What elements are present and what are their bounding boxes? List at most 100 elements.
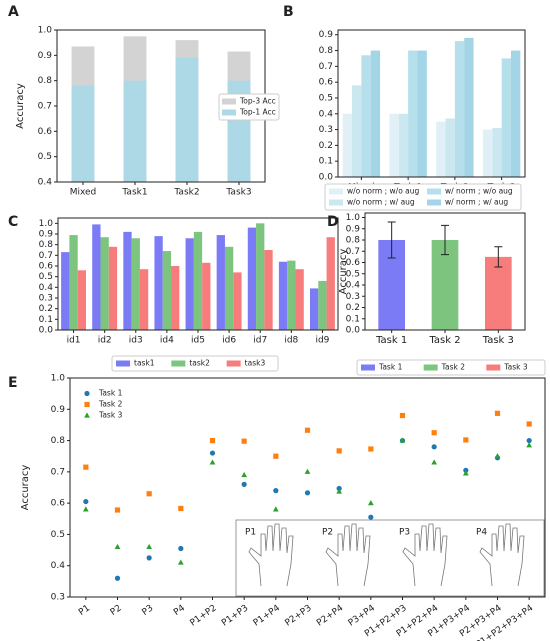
panel: B0.00.10.20.30.40.50.60.70.80.9MixedTask… bbox=[283, 4, 526, 211]
legend-label: Top-3 Acc bbox=[239, 97, 276, 106]
bar bbox=[256, 223, 265, 330]
legend-label: w/o norm ; w/ aug bbox=[347, 198, 415, 207]
y-tick-label: 0.2 bbox=[319, 141, 333, 151]
y-tick-label: 0.5 bbox=[38, 152, 52, 162]
point bbox=[431, 444, 437, 450]
point bbox=[399, 437, 406, 443]
y-tick-label: 0.4 bbox=[51, 561, 66, 571]
y-tick-label: 0.9 bbox=[39, 230, 54, 240]
hand-outline bbox=[248, 523, 294, 587]
point bbox=[494, 453, 501, 459]
bar bbox=[69, 235, 78, 330]
bar bbox=[352, 85, 362, 177]
bar bbox=[193, 231, 203, 330]
y-tick-label: 0.9 bbox=[319, 30, 334, 40]
bar bbox=[417, 50, 427, 177]
x-tick-label: id2 bbox=[98, 336, 112, 346]
bar bbox=[510, 50, 521, 177]
x-tick-label: Mixed bbox=[70, 188, 97, 198]
x-tick-label: P2+P3 bbox=[283, 603, 313, 628]
bar bbox=[61, 252, 70, 330]
point bbox=[241, 438, 247, 444]
y-tick-label: 0.4 bbox=[319, 109, 334, 119]
y-tick-label: 0.3 bbox=[319, 125, 333, 135]
panel-label: B bbox=[283, 4, 294, 20]
y-tick-label: 0.9 bbox=[51, 405, 66, 415]
legend-label: Top-1 Acc bbox=[239, 108, 276, 117]
bar bbox=[310, 288, 319, 330]
y-tick-label: 0.0 bbox=[346, 326, 361, 336]
y-tick-label: 1.0 bbox=[346, 213, 361, 223]
point bbox=[304, 490, 311, 496]
y-axis-label: Accuracy bbox=[15, 83, 26, 129]
y-tick-label: 0.8 bbox=[51, 436, 66, 446]
y-tick-label: 0.0 bbox=[39, 326, 54, 336]
point bbox=[367, 500, 374, 506]
legend-marker bbox=[84, 401, 90, 408]
point bbox=[209, 459, 216, 465]
legend-label: w/ norm ; w/ aug bbox=[445, 198, 508, 207]
bar bbox=[131, 238, 140, 330]
bar bbox=[71, 85, 95, 182]
error-bar bbox=[494, 246, 503, 268]
x-tick-label: P1 bbox=[77, 603, 92, 618]
point bbox=[83, 498, 89, 505]
x-tick-label: id6 bbox=[222, 336, 236, 346]
bar bbox=[501, 58, 511, 177]
point bbox=[304, 468, 311, 474]
legend-swatch bbox=[427, 188, 441, 195]
legend-swatch bbox=[486, 364, 501, 371]
legend: w/o norm ; w/o aug w/o norm ; w/ aug w/ no… bbox=[324, 183, 522, 211]
point bbox=[177, 559, 184, 565]
bar bbox=[123, 231, 132, 330]
x-tick-label: Task 2 bbox=[428, 335, 460, 346]
y-tick-label: 0.4 bbox=[38, 178, 53, 188]
y-tick-label: 0.6 bbox=[39, 262, 54, 272]
point bbox=[209, 437, 216, 444]
legend-label: Task 1 bbox=[98, 389, 123, 398]
y-tick-label: 0.6 bbox=[346, 258, 361, 268]
point bbox=[304, 427, 311, 433]
bar bbox=[202, 262, 211, 330]
legend-swatch bbox=[116, 360, 130, 367]
point bbox=[431, 430, 437, 436]
y-tick-label: 0.6 bbox=[38, 127, 53, 137]
x-tick-label: Task2 bbox=[173, 188, 199, 198]
legend: task1 task2 task3 bbox=[111, 355, 279, 372]
point bbox=[463, 467, 469, 473]
legend-swatch bbox=[222, 98, 236, 105]
legend-swatch bbox=[171, 360, 186, 367]
point bbox=[146, 543, 153, 550]
bar bbox=[492, 128, 502, 177]
y-tick-label: 0.3 bbox=[51, 593, 65, 603]
y-tick-label: 0.1 bbox=[39, 315, 53, 325]
y-tick-label: 0.4 bbox=[39, 283, 54, 293]
y-tick-label: 0.8 bbox=[346, 236, 361, 246]
y-tick-label: 0.9 bbox=[38, 51, 53, 61]
legend-label: Task 3 bbox=[98, 411, 123, 420]
point bbox=[462, 470, 469, 476]
y-tick-label: 0.9 bbox=[346, 224, 361, 234]
y-tick-label: 1.0 bbox=[51, 374, 66, 384]
legend-label: Task 2 bbox=[441, 363, 466, 372]
y-tick-label: 0.5 bbox=[39, 272, 53, 282]
y-tick-label: 0.8 bbox=[319, 46, 334, 56]
y-tick-label: 0.6 bbox=[51, 499, 66, 509]
hand-outline bbox=[479, 523, 525, 587]
legend-label: w/ norm ; w/o aug bbox=[445, 187, 513, 196]
legend-swatch bbox=[226, 360, 241, 367]
bar bbox=[278, 261, 288, 330]
y-tick-label: 0.2 bbox=[346, 303, 360, 313]
panel: D Accuracy 0.0 0.10.20.30.4 0.50.60.70.8 0.91… bbox=[327, 212, 546, 376]
y-tick-label: 0.8 bbox=[38, 76, 53, 86]
legend-marker bbox=[84, 390, 90, 397]
x-tick-label: P1+P2 bbox=[188, 603, 218, 628]
bar bbox=[224, 246, 234, 330]
bar bbox=[108, 246, 118, 330]
bar bbox=[454, 41, 465, 178]
point bbox=[463, 437, 469, 443]
bar bbox=[287, 260, 296, 330]
bar bbox=[100, 237, 109, 330]
point bbox=[336, 485, 342, 492]
